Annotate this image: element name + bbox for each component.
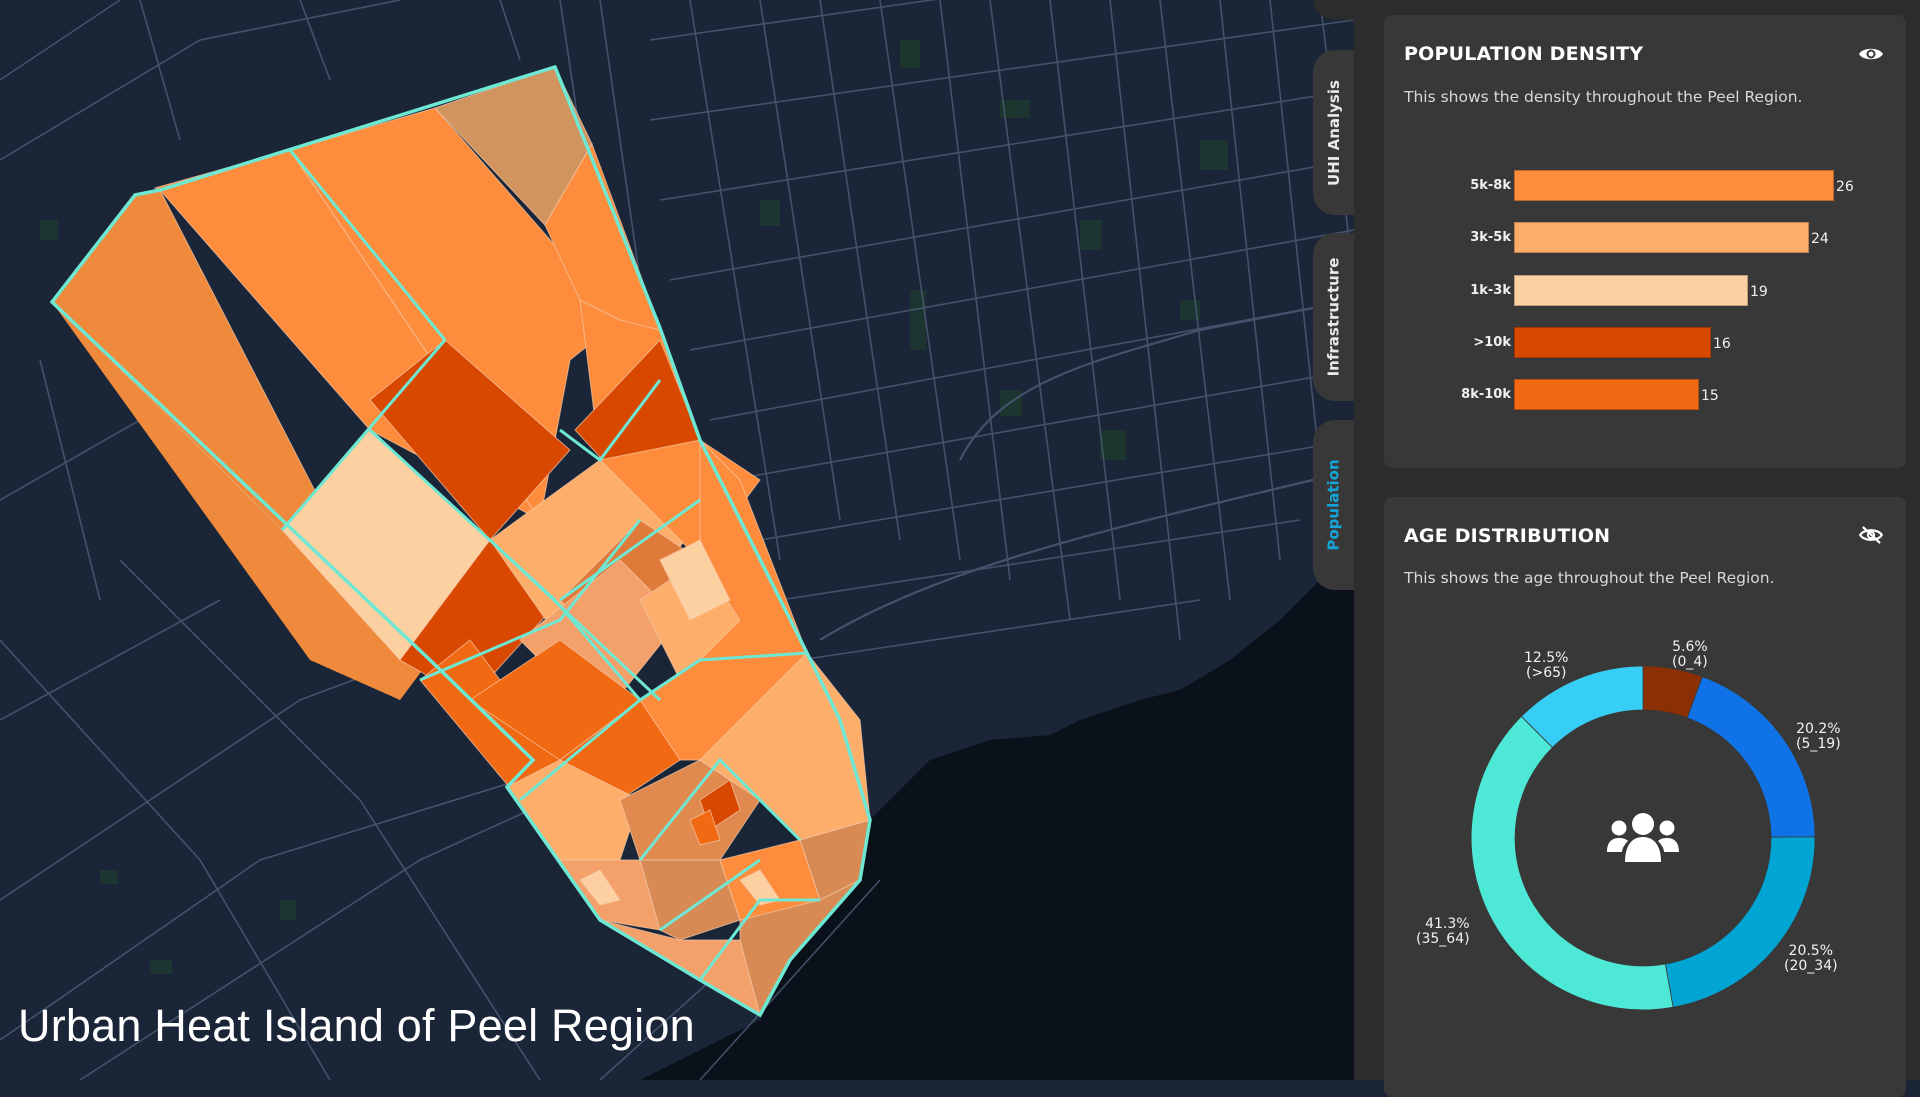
tab-uhi-analysis[interactable]: UHI Analysis: [1313, 50, 1354, 215]
map-canvas[interactable]: [0, 0, 1354, 1080]
bar-value: 24: [1811, 231, 1829, 247]
age-distribution-panel: AGE DISTRIBUTION This shows the age thro…: [1384, 497, 1906, 1097]
age-donut-chart: [1471, 666, 1815, 1010]
peel-region-outline: [49, 64, 872, 1018]
donut-label-0-4: 5.6% (0_4): [1672, 639, 1708, 670]
panel-title: POPULATION DENSITY: [1404, 43, 1644, 65]
users-icon: [1607, 813, 1679, 862]
panel-title: AGE DISTRIBUTION: [1404, 525, 1611, 547]
population-density-panel: POPULATION DENSITY This shows the densit…: [1384, 15, 1906, 468]
map-view[interactable]: Urban Heat Island of Peel Region: [0, 0, 1354, 1080]
bar-label: 3k-5k: [1470, 230, 1511, 245]
bar-label: >10k: [1473, 335, 1511, 350]
panel-description: This shows the age throughout the Peel R…: [1404, 569, 1775, 587]
tab-label: UHI Analysis: [1324, 79, 1343, 186]
donut-label-over-65: 12.5% (>65): [1524, 650, 1569, 681]
map-title: Urban Heat Island of Peel Region: [18, 1000, 695, 1051]
bar: [1514, 275, 1748, 306]
bar: [1514, 327, 1711, 358]
tab-label: Infrastructure: [1324, 257, 1343, 377]
bar: [1514, 170, 1834, 201]
density-bar-chart: 5k-8k 26 3k-5k 24 1k-3k 19 >10k 16 8k-10…: [1384, 170, 1906, 430]
bar-value: 16: [1713, 336, 1731, 352]
donut-label-20-34: 20.5% (20_34): [1784, 943, 1838, 974]
bar-value: 26: [1836, 179, 1854, 195]
panel-description: This shows the density throughout the Pe…: [1404, 88, 1803, 106]
municipal-borders: [280, 149, 820, 981]
lake-ontario: [640, 560, 1354, 1080]
tab-label: Population: [1324, 459, 1343, 551]
donut-segment-5-19[interactable]: [1686, 676, 1815, 838]
donut-segment-35-64[interactable]: [1471, 715, 1674, 1010]
bar-label: 1k-3k: [1470, 283, 1511, 298]
bar-label: 5k-8k: [1470, 178, 1511, 193]
bar-value: 19: [1750, 284, 1768, 300]
tab-infrastructure[interactable]: Infrastructure: [1313, 233, 1354, 401]
parks: [40, 40, 1228, 974]
bar: [1514, 222, 1809, 253]
bar: [1514, 379, 1699, 410]
donut-label-35-64: 41.3% (35_64): [1416, 916, 1470, 947]
district-dense-1: [369, 339, 571, 541]
donut-label-5-19: 20.2% (5_19): [1796, 721, 1841, 752]
tab-top-edge: [1313, 0, 1354, 20]
bar-value: 15: [1701, 388, 1719, 404]
eye-icon[interactable]: [1858, 45, 1884, 63]
bar-label: 8k-10k: [1461, 387, 1511, 402]
eye-slash-icon[interactable]: [1858, 526, 1884, 544]
donut-segment-20-34[interactable]: [1664, 836, 1815, 1008]
tab-population[interactable]: Population: [1313, 420, 1354, 590]
donut-segment-over-65[interactable]: [1520, 666, 1644, 749]
peel-region: [51, 66, 871, 1017]
